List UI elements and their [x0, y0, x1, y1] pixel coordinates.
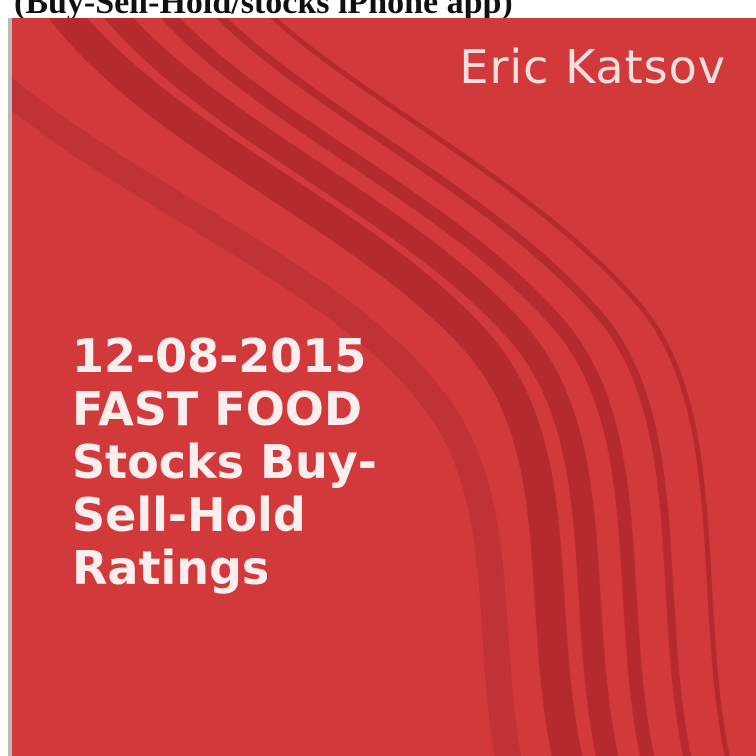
- author: Eric Katsov: [459, 40, 726, 94]
- title-line: Stocks Buy-: [72, 436, 377, 489]
- title-line: Sell-Hold: [72, 489, 377, 542]
- title-line: FAST FOOD: [72, 383, 377, 436]
- page: (Buy-Sell-Hold/stocks iPhone app) Eric K…: [0, 0, 756, 756]
- title-line: Ratings: [72, 542, 377, 595]
- title-line: 12-08-2015: [72, 330, 377, 383]
